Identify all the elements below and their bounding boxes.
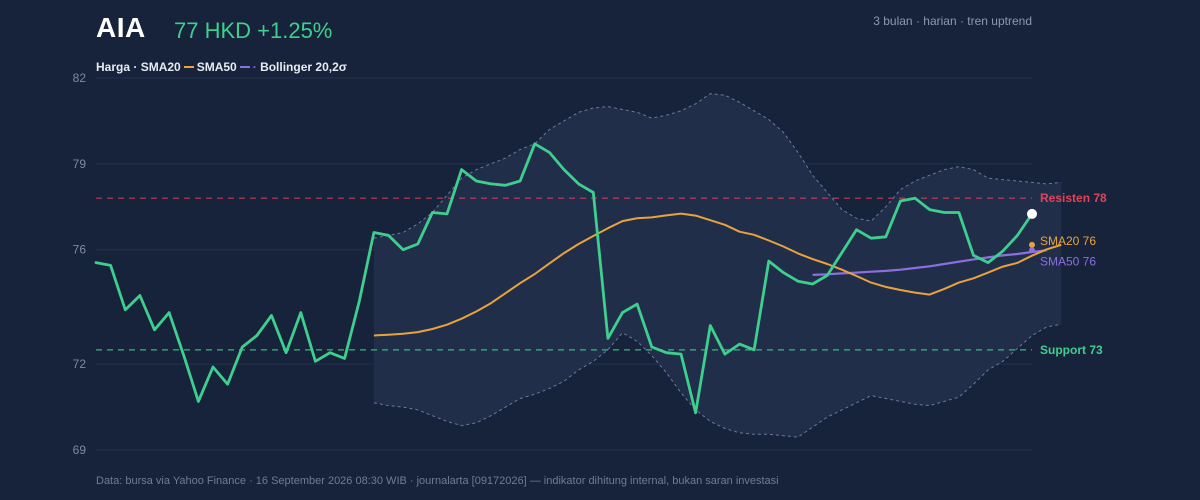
sma50-end-label: SMA50 76 <box>1040 254 1096 268</box>
price-quote: 77 HKD +1.25% <box>174 18 333 43</box>
footer-source: Data: bursa via Yahoo Finance · 16 Septe… <box>96 475 779 487</box>
legend-sma50-swatch <box>239 65 250 68</box>
price-end-marker <box>1027 208 1037 219</box>
y-tick-label: 79 <box>73 157 87 171</box>
resistance-label: Resisten 78 <box>1040 191 1107 205</box>
sma20-end-marker <box>1029 241 1035 248</box>
chart-legend: Harga · SMA20 SMA50 · Bollinger 20,2σ <box>96 60 347 74</box>
legend-bollinger: Bollinger 20,2σ <box>260 60 347 74</box>
bollinger-band-area <box>373 93 1062 438</box>
support-label: Support 73 <box>1040 343 1103 357</box>
y-tick-label: 72 <box>73 357 87 371</box>
bollinger-lower-line <box>373 323 1062 438</box>
legend-bollinger-dot: · <box>252 60 261 74</box>
legend-sma20: SMA20 <box>140 60 181 74</box>
legend-price: Harga <box>96 60 131 74</box>
chart-meta: 3 bulan · harian · tren uptrend <box>873 14 1032 28</box>
legend-sma50: SMA50 <box>196 60 237 74</box>
bollinger-upper-line <box>373 93 1062 239</box>
y-tick-label: 69 <box>73 443 87 457</box>
sma50-end-marker <box>1029 247 1035 254</box>
y-tick-label: 76 <box>73 243 87 257</box>
ticker-symbol: AIA <box>96 12 146 43</box>
sma20-line <box>373 212 1062 337</box>
legend-sma20-swatch <box>183 65 194 68</box>
legend-separator: · <box>130 60 141 74</box>
sma20-end-label: SMA20 76 <box>1040 234 1096 248</box>
y-tick-label: 82 <box>73 71 87 85</box>
price-line <box>94 142 1034 415</box>
